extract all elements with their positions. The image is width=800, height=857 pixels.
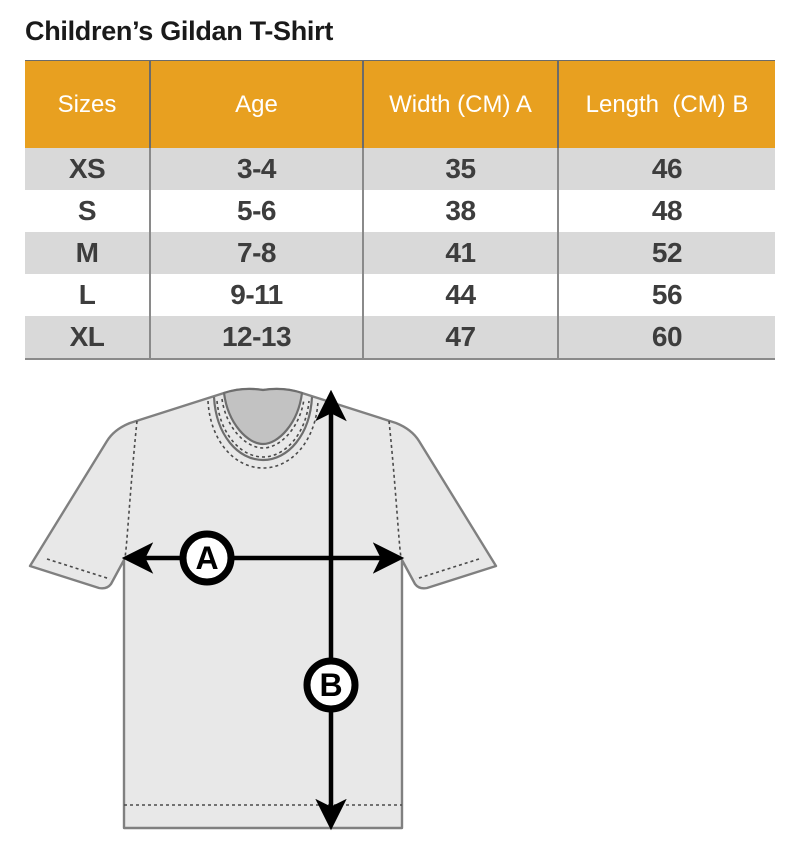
sleeve-hem-left-icon	[46, 558, 111, 580]
table-row: M 7-8 41 52	[25, 232, 775, 274]
width-measurement-arrow: A	[121, 530, 405, 586]
label-b-badge	[303, 657, 359, 713]
cell-age: 3-4	[150, 148, 364, 190]
cell-width: 41	[363, 232, 559, 274]
cell-age: 9-11	[150, 274, 364, 316]
collar-inner-shape	[222, 387, 304, 446]
column-header-sizes: Sizes	[25, 60, 151, 148]
cell-size: XL	[25, 316, 151, 360]
table-header-row: Sizes Age Width (CM) A Length (CM) B	[25, 60, 775, 148]
collar-stitch-mid-icon	[216, 400, 310, 458]
cell-length: 46	[558, 148, 775, 190]
page-title: Children’s Gildan T-Shirt	[25, 16, 334, 46]
cell-length: 48	[558, 190, 775, 232]
size-chart-table: Sizes Age Width (CM) A Length (CM) B XS …	[25, 60, 775, 360]
label-a-text: A	[195, 540, 218, 576]
cell-width: 44	[363, 274, 559, 316]
cell-width: 35	[363, 148, 559, 190]
cell-size: S	[25, 190, 151, 232]
table-row: XS 3-4 35 46	[25, 148, 775, 190]
table-row: L 9-11 44 56	[25, 274, 775, 316]
cell-length: 60	[558, 316, 775, 360]
cell-width: 47	[363, 316, 559, 360]
cell-width: 38	[363, 190, 559, 232]
cell-age: 12-13	[150, 316, 364, 360]
sleeve-hem-right-icon	[415, 558, 480, 580]
table-row: S 5-6 38 48	[25, 190, 775, 232]
collar-band-shape	[212, 396, 314, 462]
label-b-text: B	[319, 667, 342, 703]
column-header-width: Width (CM) A	[363, 60, 559, 148]
cell-size: M	[25, 232, 151, 274]
column-header-length: Length (CM) B	[558, 60, 775, 148]
tshirt-silhouette	[28, 387, 498, 830]
cell-age: 5-6	[150, 190, 364, 232]
cell-size: L	[25, 274, 151, 316]
cell-length: 52	[558, 232, 775, 274]
tshirt-diagram: A B	[28, 387, 498, 831]
label-a-badge	[179, 530, 235, 586]
cell-length: 56	[558, 274, 775, 316]
length-measurement-arrow: B	[303, 389, 359, 831]
collar-stitch-outer-icon	[207, 400, 319, 469]
cell-age: 7-8	[150, 232, 364, 274]
collar-stitch-inner-icon	[221, 398, 305, 449]
cell-size: XS	[25, 148, 151, 190]
column-header-age: Age	[150, 60, 364, 148]
tshirt-outline-shape	[28, 387, 498, 830]
table-row: XL 12-13 47 60	[25, 316, 775, 360]
